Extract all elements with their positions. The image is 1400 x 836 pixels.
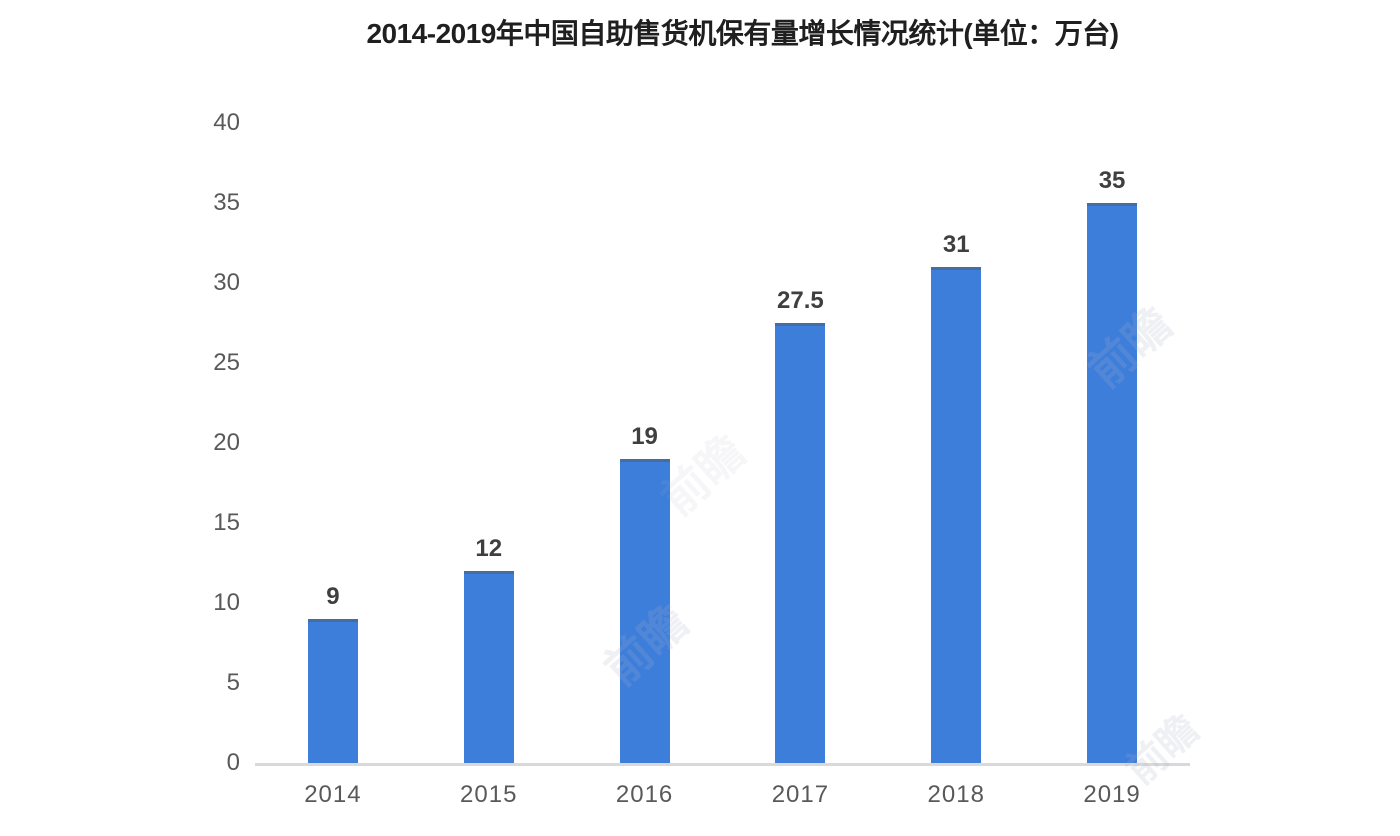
bar-group-2016: 19 2016 (567, 123, 723, 807)
bar-2018 (931, 267, 982, 763)
x-tick-label: 2017 (771, 781, 830, 808)
y-tick-label: 20 (213, 429, 240, 456)
plot-area: 9 2014 12 2015 19 2016 27.5 2017 31 2018 35 2019 (255, 123, 1190, 807)
bar-group-2015: 12 2015 (411, 123, 567, 807)
y-tick-label: 40 (213, 109, 240, 136)
y-tick-label: 10 (213, 589, 240, 616)
bar-group-2017: 27.5 2017 (722, 123, 878, 807)
y-tick-label: 30 (213, 269, 240, 296)
x-tick-label: 2015 (460, 781, 518, 808)
bar-value-label: 31 (942, 231, 970, 258)
y-tick-label: 15 (213, 509, 240, 536)
y-tick-label: 35 (213, 189, 240, 216)
y-tick-label: 5 (226, 669, 240, 696)
bar-2015 (463, 571, 514, 763)
bar-value-label: 35 (1098, 167, 1126, 194)
bar-value-label: 27.5 (777, 287, 824, 314)
bar-group-2019: 35 2019 (1034, 123, 1190, 807)
bar-2017 (775, 323, 826, 763)
bar-group-2018: 31 2018 (878, 123, 1034, 807)
y-axis: 0 5 10 15 20 25 30 35 40 (130, 111, 240, 775)
y-tick-label: 0 (226, 749, 240, 776)
y-tick-label: 25 (213, 349, 240, 376)
x-tick-label: 2016 (615, 781, 674, 808)
bar-2019 (1087, 203, 1138, 763)
bar-value-label: 9 (326, 583, 340, 610)
chart-title: 2014-2019年中国自助售货机保有量增长情况统计(单位：万台) (366, 18, 1119, 49)
bar-value-label: 12 (475, 535, 503, 562)
x-tick-label: 2014 (304, 781, 362, 808)
x-tick-label: 2018 (927, 781, 985, 808)
x-tick-label: 2019 (1083, 781, 1141, 808)
bars-container: 9 2014 12 2015 19 2016 27.5 2017 31 2018 35 2019 (255, 123, 1190, 807)
bar-value-label: 19 (631, 423, 658, 450)
bar-group-2014: 9 2014 (255, 123, 411, 807)
bar-2016 (619, 459, 670, 763)
bar-2014 (307, 619, 358, 763)
